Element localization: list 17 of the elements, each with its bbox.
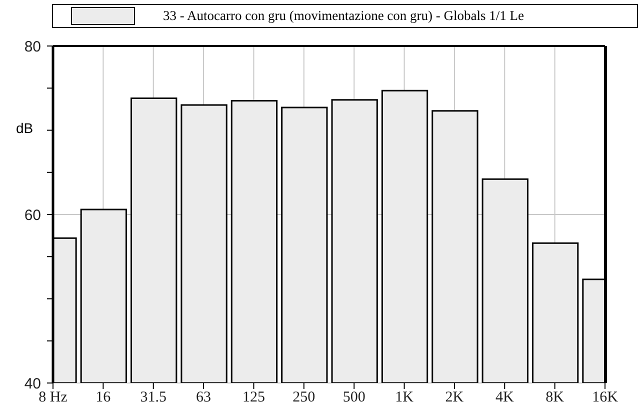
x-tick-label: 1K: [395, 390, 414, 406]
x-tick-label: 250: [292, 390, 316, 406]
x-tick-label: 8 Hz: [38, 390, 68, 406]
x-tick-label: 2K: [445, 390, 464, 406]
legend-label: 33 - Autocarro con gru (movimentazione con gru) - Globals 1/1 Le: [163, 8, 524, 24]
x-tick-label: 16: [96, 390, 112, 406]
x-tick-label: 125: [242, 390, 265, 406]
x-tick-label: 16K: [592, 390, 618, 406]
y-tick-label: 40: [24, 375, 41, 392]
y-tick-label: 80: [24, 38, 41, 56]
x-tick-label: 8K: [546, 390, 564, 406]
x-tick-label: 31.5: [140, 390, 166, 406]
x-tick-label: 4K: [495, 390, 514, 406]
x-tick-label: 500: [342, 390, 366, 406]
x-tick-label: 63: [196, 390, 212, 406]
y-axis-title: dB: [16, 120, 34, 136]
y-tick-label: 60: [24, 206, 41, 224]
